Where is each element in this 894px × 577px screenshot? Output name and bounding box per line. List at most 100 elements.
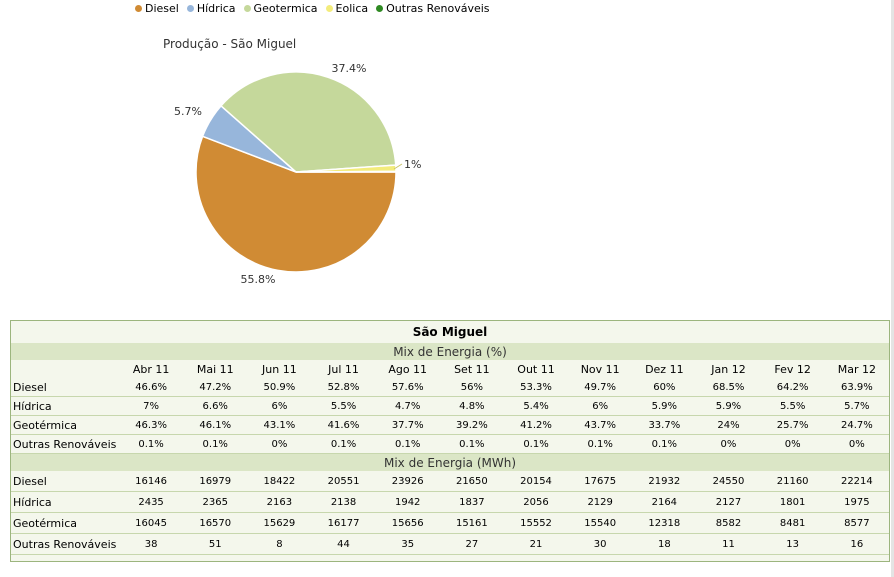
- pie-slice-outras-renov-veis[interactable]: [295, 170, 397, 173]
- table-cell: 5.9%: [696, 396, 761, 416]
- table-cell: 57.6%: [375, 378, 440, 397]
- table-cell: 24%: [696, 415, 761, 435]
- month-header: Jan 12: [711, 362, 746, 376]
- table-cell: 47.2%: [183, 378, 248, 397]
- table-cell: 2129: [568, 491, 633, 513]
- table-cell: 0.1%: [503, 434, 569, 454]
- month-header: Jul 11: [328, 362, 359, 376]
- month-header: Dez 11: [645, 362, 684, 376]
- scrollbar-edge: [891, 0, 894, 577]
- table-cell: 33.7%: [632, 415, 697, 435]
- table-cell: 17675: [568, 471, 633, 492]
- table-cell: 46.6%: [119, 378, 184, 397]
- table-row: Hídrica 7% 6.6% 6% 5.5% 4.7% 4.8% 5.4% 6% 5.9% 5.9…: [11, 396, 889, 416]
- month-header: Jun 11: [262, 362, 297, 376]
- legend-item[interactable]: Geotermica: [243, 1, 318, 15]
- table-cell: 0%: [247, 434, 312, 454]
- section-header-row: Mix de Energia (MWh): [11, 453, 889, 471]
- chart-title: Produção - São Miguel: [163, 37, 297, 51]
- table-cell: 15540: [568, 512, 633, 534]
- table-cell: 60%: [632, 378, 697, 397]
- table-cell: 4.8%: [439, 396, 504, 416]
- legend-label: Eolica: [335, 1, 369, 15]
- row-label: Diesel: [11, 471, 119, 492]
- pie-data-label: 5.7%: [174, 105, 202, 118]
- table-cell: 20551: [311, 471, 376, 492]
- table-cell: 15656: [375, 512, 440, 534]
- table-cell: 23926: [375, 471, 440, 492]
- table-cell: 50.9%: [247, 378, 312, 397]
- table-cell: 2163: [247, 491, 312, 513]
- legend-marker-icon: [186, 4, 194, 12]
- legend-label: Hídrica: [196, 1, 236, 15]
- row-label: Geotérmica: [11, 415, 119, 435]
- legend-marker-icon: [135, 4, 142, 12]
- row-label: Outras Renováveis: [11, 434, 119, 454]
- table-cell: 0.1%: [632, 434, 697, 454]
- month-header: Abr 11: [132, 362, 170, 376]
- month-header: Fev 12: [774, 362, 811, 376]
- table-cell: 49.7%: [568, 378, 633, 397]
- table-cell: 15161: [439, 512, 504, 534]
- table-cell: 43.1%: [247, 415, 312, 435]
- row-label: Hídrica: [11, 396, 119, 416]
- table-cell: 15629: [247, 512, 312, 534]
- table-cell: 24.7%: [824, 415, 889, 435]
- legend-label: Outras Renováveis: [386, 1, 490, 15]
- table-cell: 2164: [632, 491, 697, 513]
- legend-item[interactable]: Eolica: [325, 1, 369, 15]
- table-cell: 2365: [183, 491, 248, 513]
- table-cell: 53.3%: [503, 378, 569, 397]
- table-cell: 64.2%: [760, 378, 825, 397]
- table-row: Geotérmica 46.3% 46.1% 43.1% 41.6% 37.7% 39.2%…: [11, 415, 889, 435]
- table-row: Diesel 46.6% 47.2% 50.9% 52.8% 57.6% 56% 53.3% 4…: [11, 378, 889, 397]
- table-cell: 1801: [760, 491, 825, 513]
- legend-item[interactable]: Hídrica: [186, 1, 236, 15]
- legend-label: Geotermica: [253, 1, 318, 15]
- pie-slice-geotermica[interactable]: [219, 71, 397, 173]
- table-row: Outras Renováveis 38 51 8 44 35 27 21 30 18 11 13 16: [11, 533, 889, 555]
- legend-item[interactable]: Diesel: [135, 2, 179, 15]
- table-cell: 4.7%: [375, 396, 440, 416]
- month-header: Mar 12: [837, 362, 876, 376]
- table-cell: 16: [824, 533, 889, 555]
- table-cell: 8: [247, 533, 312, 555]
- table-cell: 1975: [824, 491, 889, 513]
- table-cell: 0.1%: [439, 434, 504, 454]
- table-cell: 18422: [247, 471, 312, 492]
- table-cell: 2127: [696, 491, 761, 513]
- table-cell: 15552: [503, 512, 569, 534]
- table-cell: 20154: [503, 471, 569, 492]
- row-label: Hídrica: [11, 491, 119, 513]
- table-cell: 21: [503, 533, 569, 555]
- table-cell: 46.1%: [183, 415, 248, 435]
- months-header-row: Abr 11 Mai 11 Jun 11 Jul 11 Ago 11 Set 11 Out …: [11, 360, 889, 378]
- table-cell: 5.5%: [760, 396, 825, 416]
- row-label: Diesel: [11, 378, 119, 397]
- row-label: Geotérmica: [11, 512, 119, 534]
- pie-data-label: 55.8%: [241, 273, 276, 286]
- table-cell: 6.6%: [183, 396, 248, 416]
- chart-legend: Diesel Hídrica Geotermica Eolica Outras Reno…: [135, 1, 498, 15]
- section-header: Mix de Energia (MWh): [11, 453, 889, 471]
- table-cell: 52.8%: [311, 378, 376, 397]
- table-cell: 0.1%: [375, 434, 440, 454]
- table-row: Hídrica 2435 2365 2163 2138 1942 1837 2056 2129 2…: [11, 491, 889, 513]
- table-cell: 1837: [439, 491, 504, 513]
- table-cell: 44: [311, 533, 376, 555]
- table-cell: 0%: [696, 434, 761, 454]
- table-cell: 8577: [824, 512, 889, 534]
- table-cell: 0.1%: [568, 434, 633, 454]
- table-cell: 2056: [503, 491, 569, 513]
- pie-slice-diesel[interactable]: [195, 135, 397, 273]
- legend-item[interactable]: Outras Renováveis: [376, 1, 490, 15]
- table-cell: 0.1%: [311, 434, 376, 454]
- table-cell: 5.5%: [311, 396, 376, 416]
- table-cell: 0.1%: [183, 434, 248, 454]
- table-cell: 68.5%: [696, 378, 761, 397]
- table-cell: 16570: [183, 512, 248, 534]
- section-header-row: Mix de Energia (%): [11, 343, 889, 360]
- corner-cell: [11, 360, 119, 378]
- table-cell: 0%: [824, 434, 889, 454]
- legend-marker-icon: [325, 4, 333, 12]
